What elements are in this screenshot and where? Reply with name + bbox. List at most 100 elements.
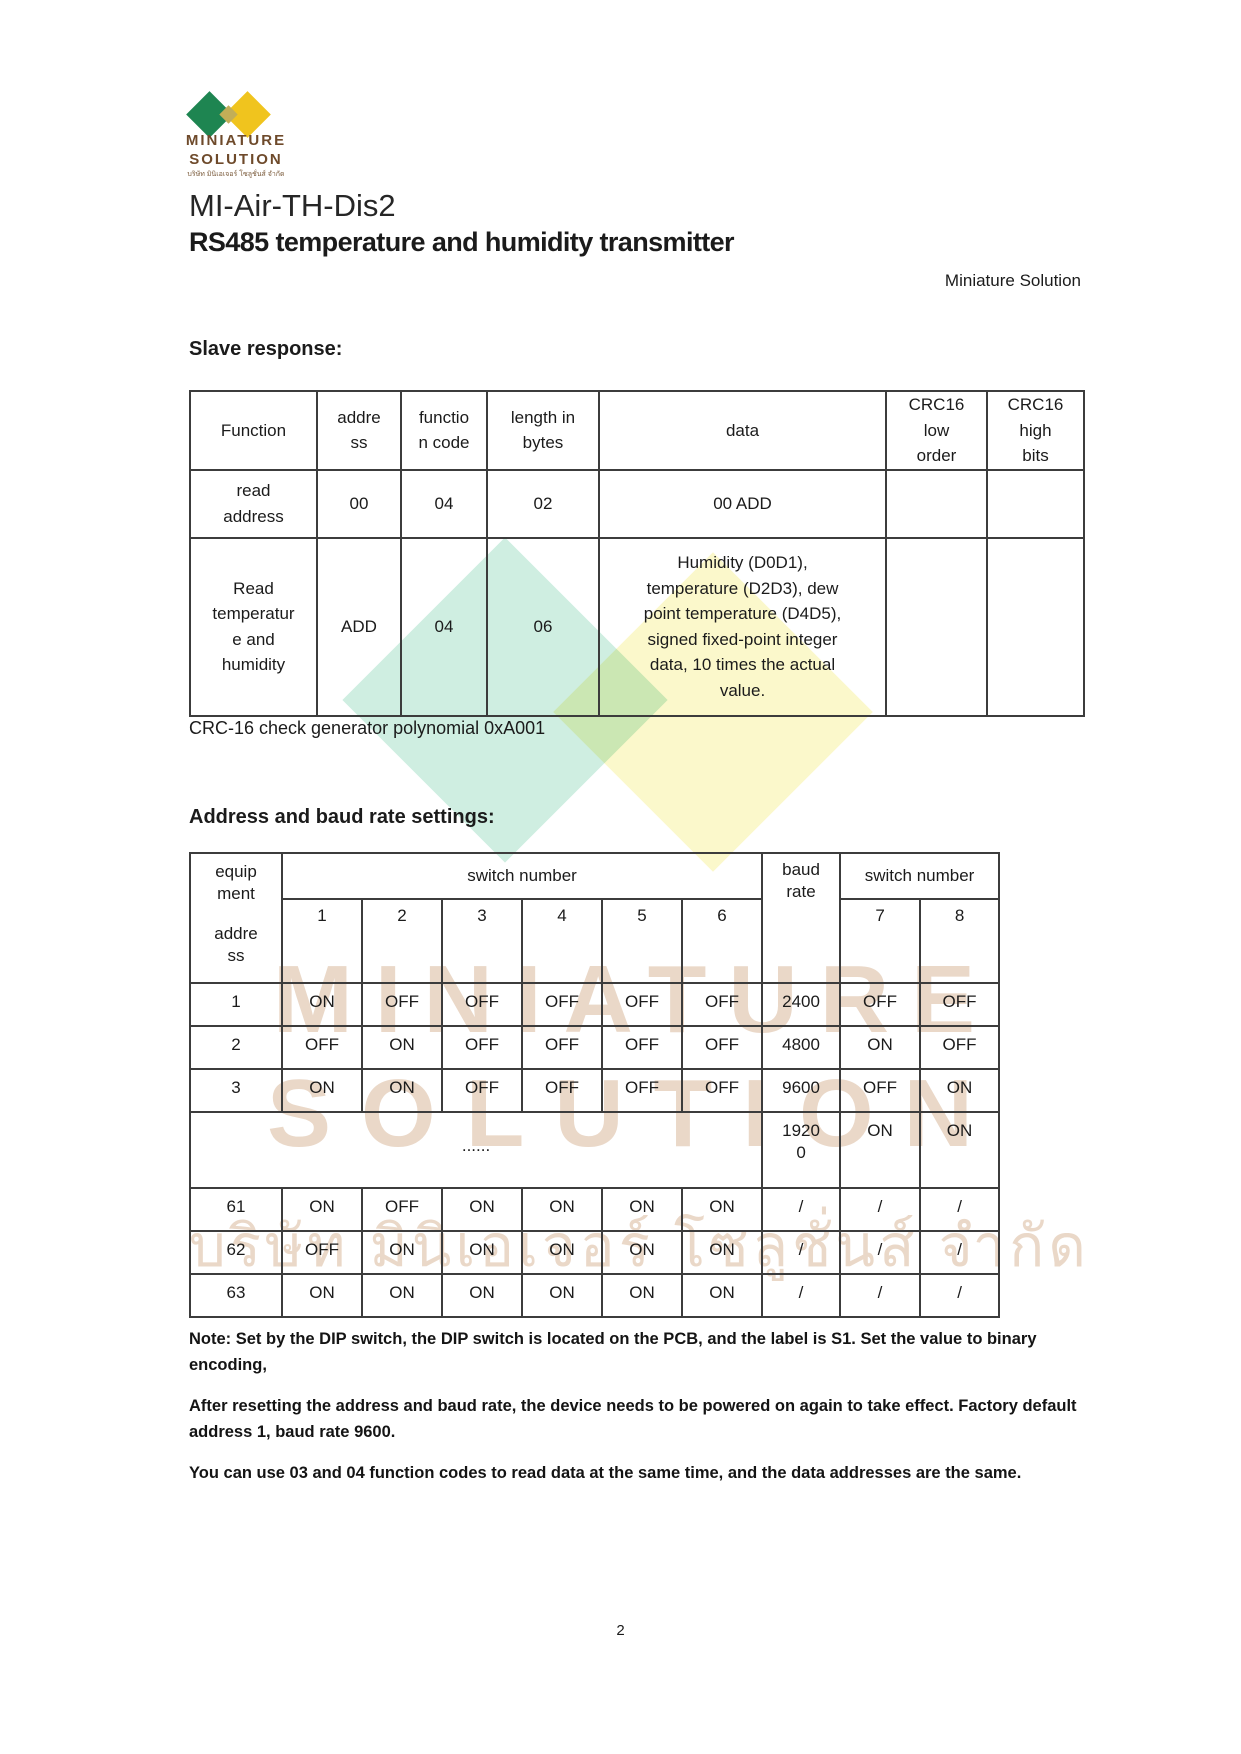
page-number: 2 xyxy=(616,1622,625,1639)
cell-baud: 19200 xyxy=(761,1111,842,1189)
cell-switch: OFF xyxy=(601,982,683,1027)
cell-length: 06 xyxy=(486,536,600,717)
cell-address: 1 xyxy=(189,982,283,1027)
table-subheader-row: 1 2 3 4 5 6 7 8 xyxy=(190,898,1001,984)
cell-switch: OFF xyxy=(839,982,922,1027)
cell-switch: ON xyxy=(361,1230,443,1275)
cell-length: 02 xyxy=(486,468,600,539)
col-switch-2: 2 xyxy=(361,898,443,984)
cell-switch: ON xyxy=(601,1230,683,1275)
cell-switch: ON xyxy=(919,1068,1001,1113)
address-baud-table: equipment address switch number baud rat… xyxy=(188,852,1001,1318)
col-crc-low: CRC16 low order xyxy=(885,390,988,471)
cell-switch: ON xyxy=(281,1068,363,1113)
cell-switch: OFF xyxy=(441,1068,523,1113)
cell-switch: ON xyxy=(441,1187,523,1232)
product-model: MI-Air-TH-Dis2 xyxy=(189,188,396,223)
logo-name-line2: SOLUTION xyxy=(189,151,283,168)
cell-switch: OFF xyxy=(919,982,1001,1027)
cell-switch: OFF xyxy=(361,982,443,1027)
cell-address: 61 xyxy=(189,1187,283,1232)
cell-address: 3 xyxy=(189,1068,283,1113)
cell-switch: ON xyxy=(521,1230,603,1275)
cell-switch: OFF xyxy=(919,1025,1001,1070)
table-row-ellipsis: ...... 19200 ON ON xyxy=(188,1111,1001,1189)
cell-switch: OFF xyxy=(680,1025,764,1070)
cell-crc-high xyxy=(986,536,1085,717)
cell-switch: ON xyxy=(839,1111,922,1189)
cell-switch: ON xyxy=(361,1025,443,1070)
col-switch-6: 6 xyxy=(680,898,764,984)
cell-switch: ON xyxy=(281,1187,363,1232)
slave-response-table: Function address function code length in… xyxy=(189,390,1085,717)
col-crc-high: CRC16 high bits xyxy=(986,390,1085,471)
document-title: RS485 temperature and humidity transmitt… xyxy=(189,227,735,257)
col-switch-7: 7 xyxy=(839,898,922,984)
cell-switch: OFF xyxy=(839,1068,922,1113)
cell-switch: ON xyxy=(441,1230,523,1275)
cell-function-code: 04 xyxy=(400,536,488,717)
table-row: 61 ON OFF ON ON ON ON / / / xyxy=(189,1187,1001,1232)
cell-baud: / xyxy=(761,1273,842,1318)
cell-switch: OFF xyxy=(601,1025,683,1070)
cell-switch: OFF xyxy=(680,1068,764,1113)
cell-switch: / xyxy=(919,1273,1001,1318)
col-data: data xyxy=(598,390,887,471)
table-header-row: Function address function code length in… xyxy=(189,390,1085,471)
col-function-code: function code xyxy=(400,390,488,471)
col-equipment-address: equipment address xyxy=(189,852,283,984)
cell-function: read address xyxy=(189,468,318,539)
cell-switch: ON xyxy=(839,1025,922,1070)
col-baud-rate: baud rate xyxy=(761,852,842,984)
slave-response-heading: Slave response: xyxy=(189,338,343,360)
logo-name-line1: MINIATURE xyxy=(185,132,287,149)
table-row: Read temperature and humidity ADD 04 06 … xyxy=(189,536,1085,717)
cell-address: ADD xyxy=(316,536,402,717)
note-function-codes: You can use 03 and 04 function codes to … xyxy=(189,1463,1022,1482)
cell-address: 62 xyxy=(189,1230,283,1275)
cell-switch: / xyxy=(919,1187,1001,1232)
col-function: Function xyxy=(189,390,318,471)
address-baud-heading: Address and baud rate settings: xyxy=(189,806,495,828)
col-switch-3: 3 xyxy=(441,898,523,984)
col-length: length in bytes xyxy=(486,390,600,471)
cell-switch: ON xyxy=(601,1187,683,1232)
note-reset: After resetting the address and baud rat… xyxy=(189,1396,1077,1442)
cell-crc-high xyxy=(986,468,1085,539)
cell-switch: / xyxy=(839,1187,922,1232)
col-switch-5: 5 xyxy=(601,898,683,984)
table-row: 63 ON ON ON ON ON ON / / / xyxy=(189,1273,1001,1318)
cell-switch: OFF xyxy=(521,982,603,1027)
cell-switch: OFF xyxy=(281,1230,363,1275)
cell-switch: ON xyxy=(521,1273,603,1318)
cell-switch: / xyxy=(839,1273,922,1318)
table-row: 1 ON OFF OFF OFF OFF OFF 2400 OFF OFF xyxy=(189,982,1001,1027)
cell-switch: / xyxy=(919,1230,1001,1275)
cell-baud: / xyxy=(761,1187,842,1232)
col-switch-1: 1 xyxy=(281,898,363,984)
cell-baud: / xyxy=(761,1230,842,1275)
cell-switch: ON xyxy=(361,1273,443,1318)
cell-function-code: 04 xyxy=(400,468,488,539)
cell-baud: 2400 xyxy=(761,982,842,1027)
cell-switch: ON xyxy=(680,1187,764,1232)
cell-crc-low xyxy=(885,468,988,539)
table-row: read address 00 04 02 00 ADD xyxy=(189,468,1085,539)
crc-footnote: CRC-16 check generator polynomial 0xA001 xyxy=(189,718,546,738)
cell-switch: ON xyxy=(361,1068,443,1113)
cell-data: 00 ADD xyxy=(598,468,887,539)
col-switch-number-left: switch number xyxy=(280,852,764,900)
logo-tagline: บริษัท มินิเอเจอร์ โซลูชั่นส์ จำกัด xyxy=(187,171,285,178)
cell-switch: OFF xyxy=(441,982,523,1027)
col-switch-4: 4 xyxy=(521,898,603,984)
table-row: 62 OFF ON ON ON ON ON / / / xyxy=(189,1230,1001,1275)
col-switch-number-right: switch number xyxy=(839,852,1001,900)
cell-switch: OFF xyxy=(441,1025,523,1070)
cell-switch: ON xyxy=(281,1273,363,1318)
note-dip-switch: Note: Set by the DIP switch, the DIP swi… xyxy=(189,1330,1037,1375)
cell-switch: OFF xyxy=(680,982,764,1027)
cell-data: Humidity (D0D1), temperature (D2D3), dew… xyxy=(598,536,887,717)
cell-switch: OFF xyxy=(601,1068,683,1113)
cell-switch: ON xyxy=(680,1230,764,1275)
